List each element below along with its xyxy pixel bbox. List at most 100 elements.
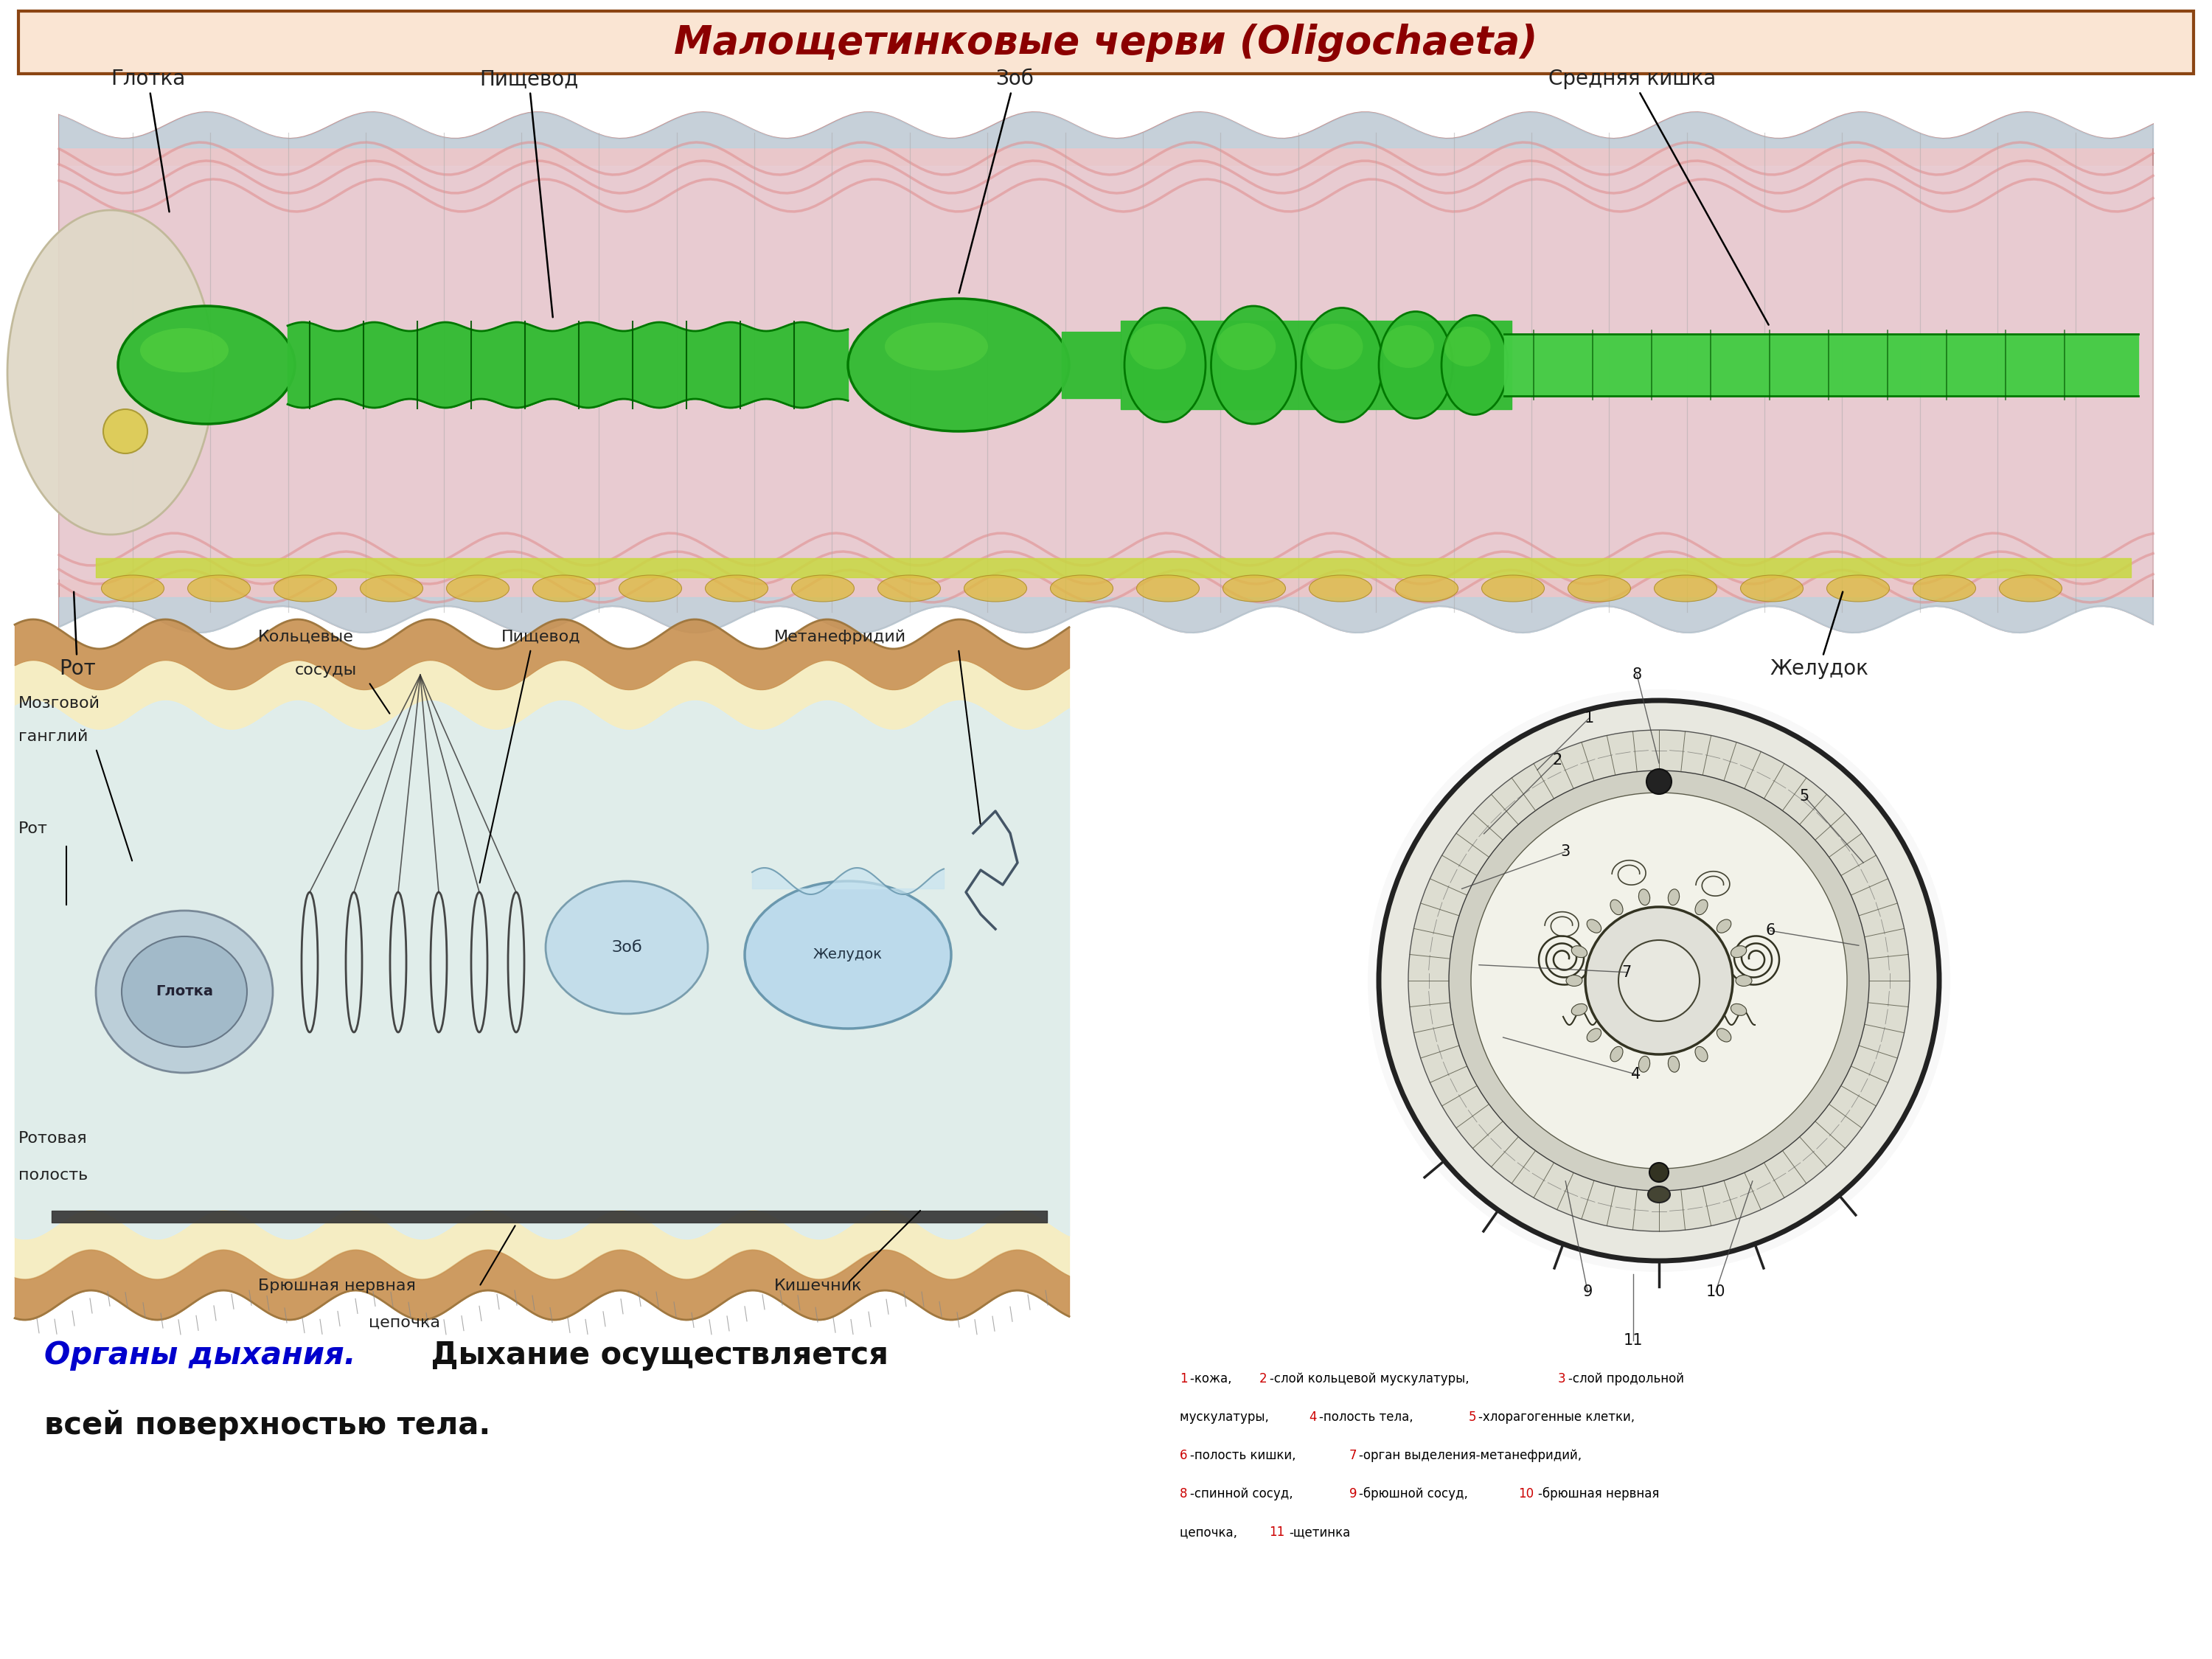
Ellipse shape [847,299,1068,431]
Text: 9: 9 [1584,1284,1593,1299]
Text: Малощетинковые черви (Oligochaeta): Малощетинковые черви (Oligochaeta) [675,23,1537,61]
Ellipse shape [1382,325,1433,368]
Ellipse shape [1482,576,1544,602]
Ellipse shape [104,410,148,453]
Text: 6: 6 [1765,924,1776,937]
Ellipse shape [1586,919,1601,932]
Circle shape [1409,730,1909,1231]
Ellipse shape [546,881,708,1014]
Text: 11: 11 [1270,1526,1285,1540]
Text: 10: 10 [1517,1486,1533,1500]
Ellipse shape [1730,1004,1747,1015]
Ellipse shape [139,328,228,372]
Ellipse shape [1571,1004,1588,1015]
Text: 5: 5 [1801,790,1809,803]
Text: Желудок: Желудок [1770,592,1869,679]
Text: Брюшная нервная: Брюшная нервная [259,1279,416,1294]
Text: -брюшной сосуд,: -брюшной сосуд, [1358,1486,1471,1500]
Ellipse shape [102,576,164,602]
Text: всей поверхностью тела.: всей поверхностью тела. [44,1410,491,1440]
Text: Пищевод: Пищевод [480,68,577,317]
Ellipse shape [1310,576,1371,602]
Text: Глотка: Глотка [111,68,186,212]
Text: 11: 11 [1624,1334,1644,1349]
Ellipse shape [274,576,336,602]
Text: -щетинка: -щетинка [1290,1526,1352,1540]
Text: 6: 6 [1179,1448,1188,1462]
Text: мускулатуры,: мускулатуры, [1179,1410,1272,1423]
Ellipse shape [1212,305,1296,425]
Ellipse shape [1668,889,1679,906]
Text: Средняя кишка: Средняя кишка [1548,68,1770,325]
Ellipse shape [1736,975,1752,985]
Ellipse shape [1568,576,1630,602]
Text: -спинной сосуд,: -спинной сосуд, [1190,1486,1296,1500]
Ellipse shape [1396,576,1458,602]
Text: 1: 1 [1179,1372,1188,1385]
Text: 2: 2 [1553,753,1562,768]
Text: Желудок: Желудок [814,947,883,962]
Text: Кишечник: Кишечник [774,1279,863,1294]
Text: -орган выделения-метанефридий,: -орган выделения-метанефридий, [1358,1448,1582,1462]
Ellipse shape [2000,576,2062,602]
Ellipse shape [1586,1029,1601,1042]
Circle shape [1449,770,1869,1191]
Text: -полость тела,: -полость тела, [1318,1410,1418,1423]
Circle shape [1646,770,1672,795]
Ellipse shape [1301,309,1382,421]
Ellipse shape [1717,1029,1732,1042]
Text: цепочка,: цепочка, [1179,1526,1241,1540]
Ellipse shape [1610,899,1624,914]
Ellipse shape [1571,946,1588,957]
Ellipse shape [1717,919,1732,932]
Text: Пищевод: Пищевод [502,630,582,644]
Text: Органы дыхания.: Органы дыхания. [44,1340,356,1370]
Ellipse shape [964,576,1026,602]
Ellipse shape [1051,576,1113,602]
Text: ганглий: ганглий [18,730,88,743]
Ellipse shape [1137,576,1199,602]
Ellipse shape [878,576,940,602]
Text: Дыхание осуществляется: Дыхание осуществляется [420,1340,889,1370]
Ellipse shape [745,881,951,1029]
Circle shape [1367,690,1951,1272]
Text: 4: 4 [1630,1067,1641,1082]
Ellipse shape [1378,312,1453,418]
Ellipse shape [1694,899,1708,914]
Ellipse shape [533,576,595,602]
Text: Глотка: Глотка [155,985,212,999]
Ellipse shape [1639,1057,1650,1072]
Text: Рот: Рот [60,592,95,679]
Text: Рот: Рот [18,821,49,836]
Text: 4: 4 [1310,1410,1316,1423]
Ellipse shape [117,305,294,425]
Ellipse shape [122,936,248,1047]
Ellipse shape [1610,1047,1624,1062]
Ellipse shape [1566,975,1582,985]
Ellipse shape [1741,576,1803,602]
Ellipse shape [1639,889,1650,906]
Polygon shape [7,211,215,534]
Ellipse shape [1648,1186,1670,1203]
Text: -хлорагогенные клетки,: -хлорагогенные клетки, [1478,1410,1635,1423]
Circle shape [1650,1163,1668,1181]
Text: Зоб: Зоб [611,941,641,956]
Ellipse shape [619,576,681,602]
Text: Зоб: Зоб [960,68,1033,294]
Ellipse shape [1217,324,1276,370]
Ellipse shape [361,576,422,602]
Ellipse shape [447,576,509,602]
Text: 5: 5 [1469,1410,1475,1423]
Text: 1: 1 [1584,712,1595,725]
Ellipse shape [1827,576,1889,602]
Text: -полость кишки,: -полость кишки, [1190,1448,1298,1462]
Circle shape [1586,907,1732,1055]
Ellipse shape [1128,324,1186,370]
Ellipse shape [188,576,250,602]
Ellipse shape [1668,1057,1679,1072]
Ellipse shape [1730,946,1747,957]
Text: Метанефридий: Метанефридий [774,629,907,644]
Text: -слой продольной: -слой продольной [1568,1372,1683,1385]
Ellipse shape [1655,576,1717,602]
Ellipse shape [95,911,272,1073]
